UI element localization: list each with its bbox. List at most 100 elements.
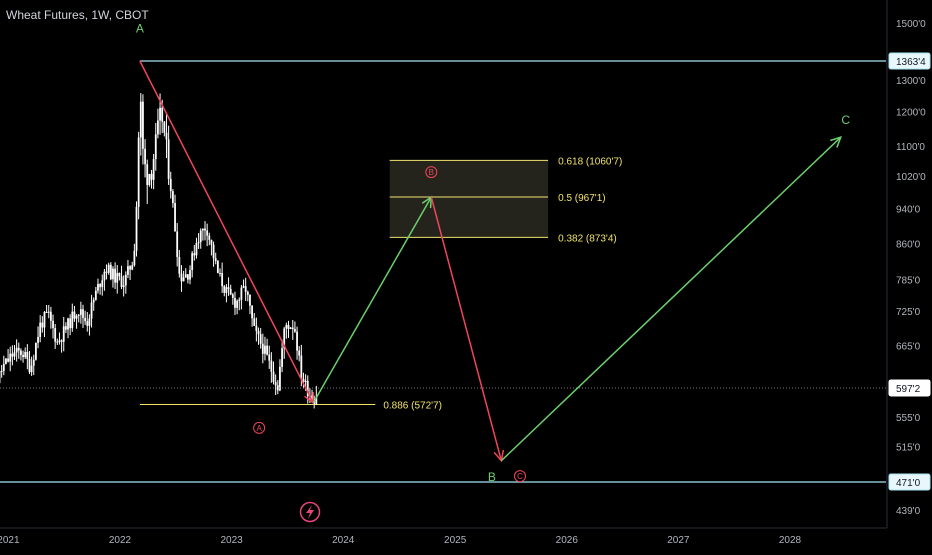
candle-body[interactable] bbox=[166, 133, 168, 140]
candle-body[interactable] bbox=[279, 367, 281, 390]
candle-body[interactable] bbox=[241, 288, 243, 300]
candle-body[interactable] bbox=[245, 286, 247, 292]
candle-body[interactable] bbox=[52, 321, 54, 328]
candle-body[interactable] bbox=[114, 269, 116, 283]
candle-body[interactable] bbox=[213, 245, 215, 259]
candle-body[interactable] bbox=[178, 257, 180, 274]
candle-body[interactable] bbox=[5, 359, 7, 364]
candle-body[interactable] bbox=[159, 108, 161, 121]
candle-body[interactable] bbox=[41, 323, 43, 328]
candle-body[interactable] bbox=[74, 312, 76, 319]
candle-body[interactable] bbox=[48, 312, 50, 313]
candle-body[interactable] bbox=[215, 258, 217, 261]
candle-body[interactable] bbox=[193, 253, 195, 255]
candle-body[interactable] bbox=[37, 337, 39, 343]
candle-body[interactable] bbox=[69, 318, 71, 328]
candle-body[interactable] bbox=[217, 261, 219, 273]
candle-body[interactable] bbox=[106, 272, 108, 273]
candle-body[interactable] bbox=[305, 381, 307, 382]
candle-body[interactable] bbox=[18, 348, 20, 351]
candle-body[interactable] bbox=[174, 203, 176, 231]
candle-body[interactable] bbox=[95, 291, 97, 300]
candle-body[interactable] bbox=[273, 372, 275, 382]
candle-body[interactable] bbox=[29, 359, 31, 372]
candle-body[interactable] bbox=[142, 102, 144, 149]
candle-body[interactable] bbox=[260, 334, 262, 343]
candle-body[interactable] bbox=[228, 287, 230, 289]
candle-body[interactable] bbox=[99, 284, 101, 287]
candle-body[interactable] bbox=[211, 240, 213, 245]
candle-body[interactable] bbox=[104, 272, 106, 281]
candle-body[interactable] bbox=[78, 315, 80, 316]
candle-body[interactable] bbox=[3, 364, 5, 371]
candle-body[interactable] bbox=[39, 323, 41, 337]
candle-body[interactable] bbox=[247, 292, 249, 295]
candle-body[interactable] bbox=[168, 139, 170, 179]
candle-body[interactable] bbox=[234, 298, 236, 308]
candle-body[interactable] bbox=[116, 273, 118, 283]
candle-body[interactable] bbox=[219, 273, 221, 274]
candle-body[interactable] bbox=[9, 354, 11, 362]
candle-body[interactable] bbox=[300, 356, 302, 379]
candle-body[interactable] bbox=[84, 318, 86, 321]
candle-body[interactable] bbox=[97, 284, 99, 291]
candle-body[interactable] bbox=[140, 102, 142, 138]
candle-body[interactable] bbox=[22, 355, 24, 357]
candle-body[interactable] bbox=[298, 351, 300, 356]
candle-body[interactable] bbox=[253, 318, 255, 326]
candle-body[interactable] bbox=[296, 332, 298, 351]
candle-body[interactable] bbox=[202, 229, 204, 231]
candle-body[interactable] bbox=[101, 280, 103, 287]
candle-body[interactable] bbox=[221, 273, 223, 286]
candle-body[interactable] bbox=[285, 325, 287, 329]
candle-body[interactable] bbox=[151, 174, 153, 180]
candle-body[interactable] bbox=[136, 207, 138, 251]
candle-body[interactable] bbox=[191, 253, 193, 270]
candle-body[interactable] bbox=[133, 251, 135, 265]
candle-body[interactable] bbox=[123, 285, 125, 287]
candle-body[interactable] bbox=[255, 326, 257, 331]
candle-body[interactable] bbox=[196, 243, 198, 255]
candle-body[interactable] bbox=[189, 270, 191, 279]
candle-body[interactable] bbox=[258, 331, 260, 334]
candle-body[interactable] bbox=[170, 179, 172, 191]
candle-body[interactable] bbox=[20, 351, 22, 355]
candle-body[interactable] bbox=[148, 174, 150, 185]
candle-body[interactable] bbox=[31, 366, 33, 372]
candle-body[interactable] bbox=[275, 382, 277, 385]
candle-body[interactable] bbox=[50, 312, 52, 321]
candle-body[interactable] bbox=[230, 289, 232, 294]
candle-body[interactable] bbox=[206, 230, 208, 235]
candle-body[interactable] bbox=[65, 326, 67, 329]
candle-body[interactable] bbox=[76, 316, 78, 319]
candle-body[interactable] bbox=[54, 328, 56, 342]
candle-body[interactable] bbox=[268, 355, 270, 361]
candle-body[interactable] bbox=[7, 359, 9, 362]
candle-body[interactable] bbox=[270, 361, 272, 372]
candle-body[interactable] bbox=[56, 342, 58, 343]
candle-body[interactable] bbox=[86, 321, 88, 326]
candle-body[interactable] bbox=[110, 265, 112, 279]
candle-body[interactable] bbox=[82, 309, 84, 318]
candle-body[interactable] bbox=[91, 303, 93, 319]
candle-body[interactable] bbox=[112, 269, 114, 280]
candle-body[interactable] bbox=[11, 354, 13, 357]
candle-body[interactable] bbox=[294, 329, 296, 332]
fib-retracement-zone[interactable] bbox=[390, 160, 548, 237]
candle-body[interactable] bbox=[125, 275, 127, 286]
candle-body[interactable] bbox=[208, 236, 210, 240]
candle-body[interactable] bbox=[232, 294, 234, 298]
candle-body[interactable] bbox=[93, 300, 95, 303]
candle-body[interactable] bbox=[266, 346, 268, 355]
candle-body[interactable] bbox=[131, 265, 133, 269]
candle-body[interactable] bbox=[121, 276, 123, 287]
candle-body[interactable] bbox=[61, 340, 63, 341]
candle-body[interactable] bbox=[161, 108, 163, 122]
candle-body[interactable] bbox=[118, 273, 120, 276]
candle-body[interactable] bbox=[176, 232, 178, 257]
candle-body[interactable] bbox=[14, 352, 16, 356]
candle-body[interactable] bbox=[249, 295, 251, 306]
candle-body[interactable] bbox=[277, 385, 279, 390]
candle-body[interactable] bbox=[33, 360, 35, 366]
